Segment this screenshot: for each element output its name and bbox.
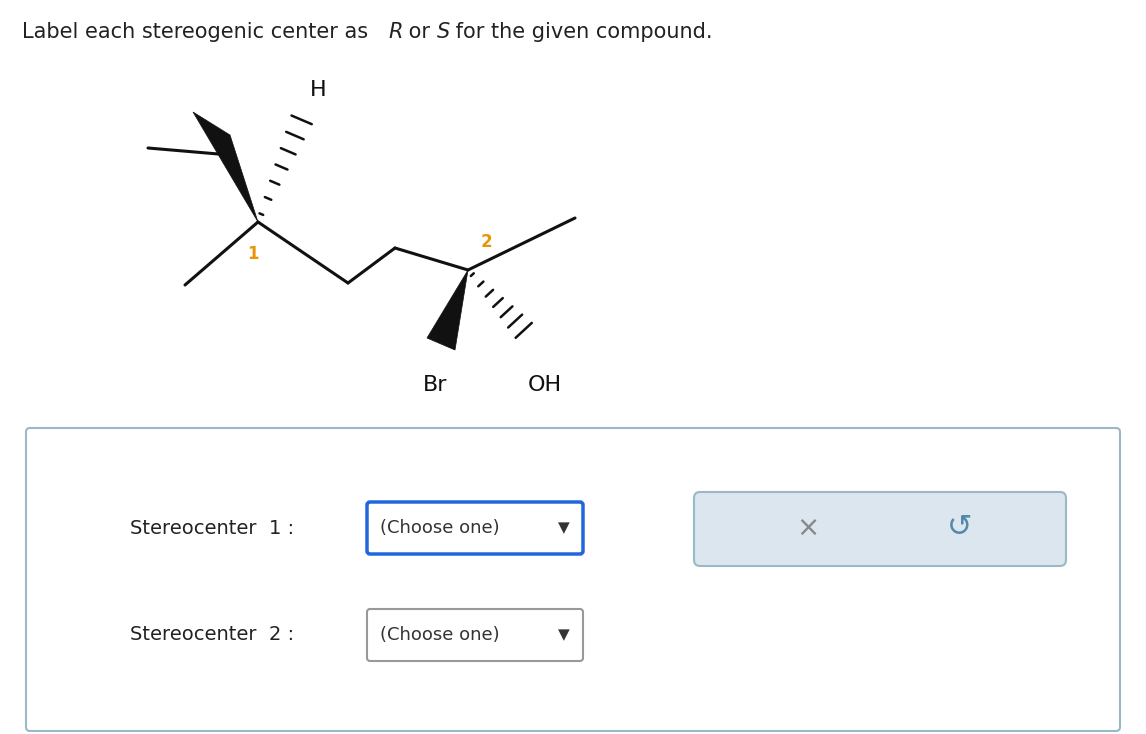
Text: ▼: ▼ <box>558 628 570 642</box>
Text: 2: 2 <box>480 233 492 251</box>
Text: (Choose one): (Choose one) <box>380 626 500 644</box>
Text: Label each stereogenic center as: Label each stereogenic center as <box>22 22 375 42</box>
Text: or: or <box>402 22 437 42</box>
Text: R: R <box>388 22 402 42</box>
Text: ▼: ▼ <box>558 520 570 536</box>
Text: 1: 1 <box>248 245 259 263</box>
Text: (Choose one): (Choose one) <box>380 519 500 537</box>
Text: Stereocenter  1 :: Stereocenter 1 : <box>129 518 295 537</box>
FancyBboxPatch shape <box>367 502 583 554</box>
Text: ×: × <box>796 514 819 542</box>
Text: ↺: ↺ <box>947 514 972 542</box>
Polygon shape <box>193 112 258 222</box>
Text: S: S <box>437 22 450 42</box>
Text: H: H <box>311 80 327 100</box>
FancyBboxPatch shape <box>694 492 1066 566</box>
Text: Stereocenter  2 :: Stereocenter 2 : <box>129 625 295 644</box>
Polygon shape <box>427 270 468 350</box>
Text: Br: Br <box>423 375 447 395</box>
Text: for the given compound.: for the given compound. <box>449 22 713 42</box>
FancyBboxPatch shape <box>26 428 1120 731</box>
FancyBboxPatch shape <box>367 609 583 661</box>
Text: OH: OH <box>528 375 562 395</box>
